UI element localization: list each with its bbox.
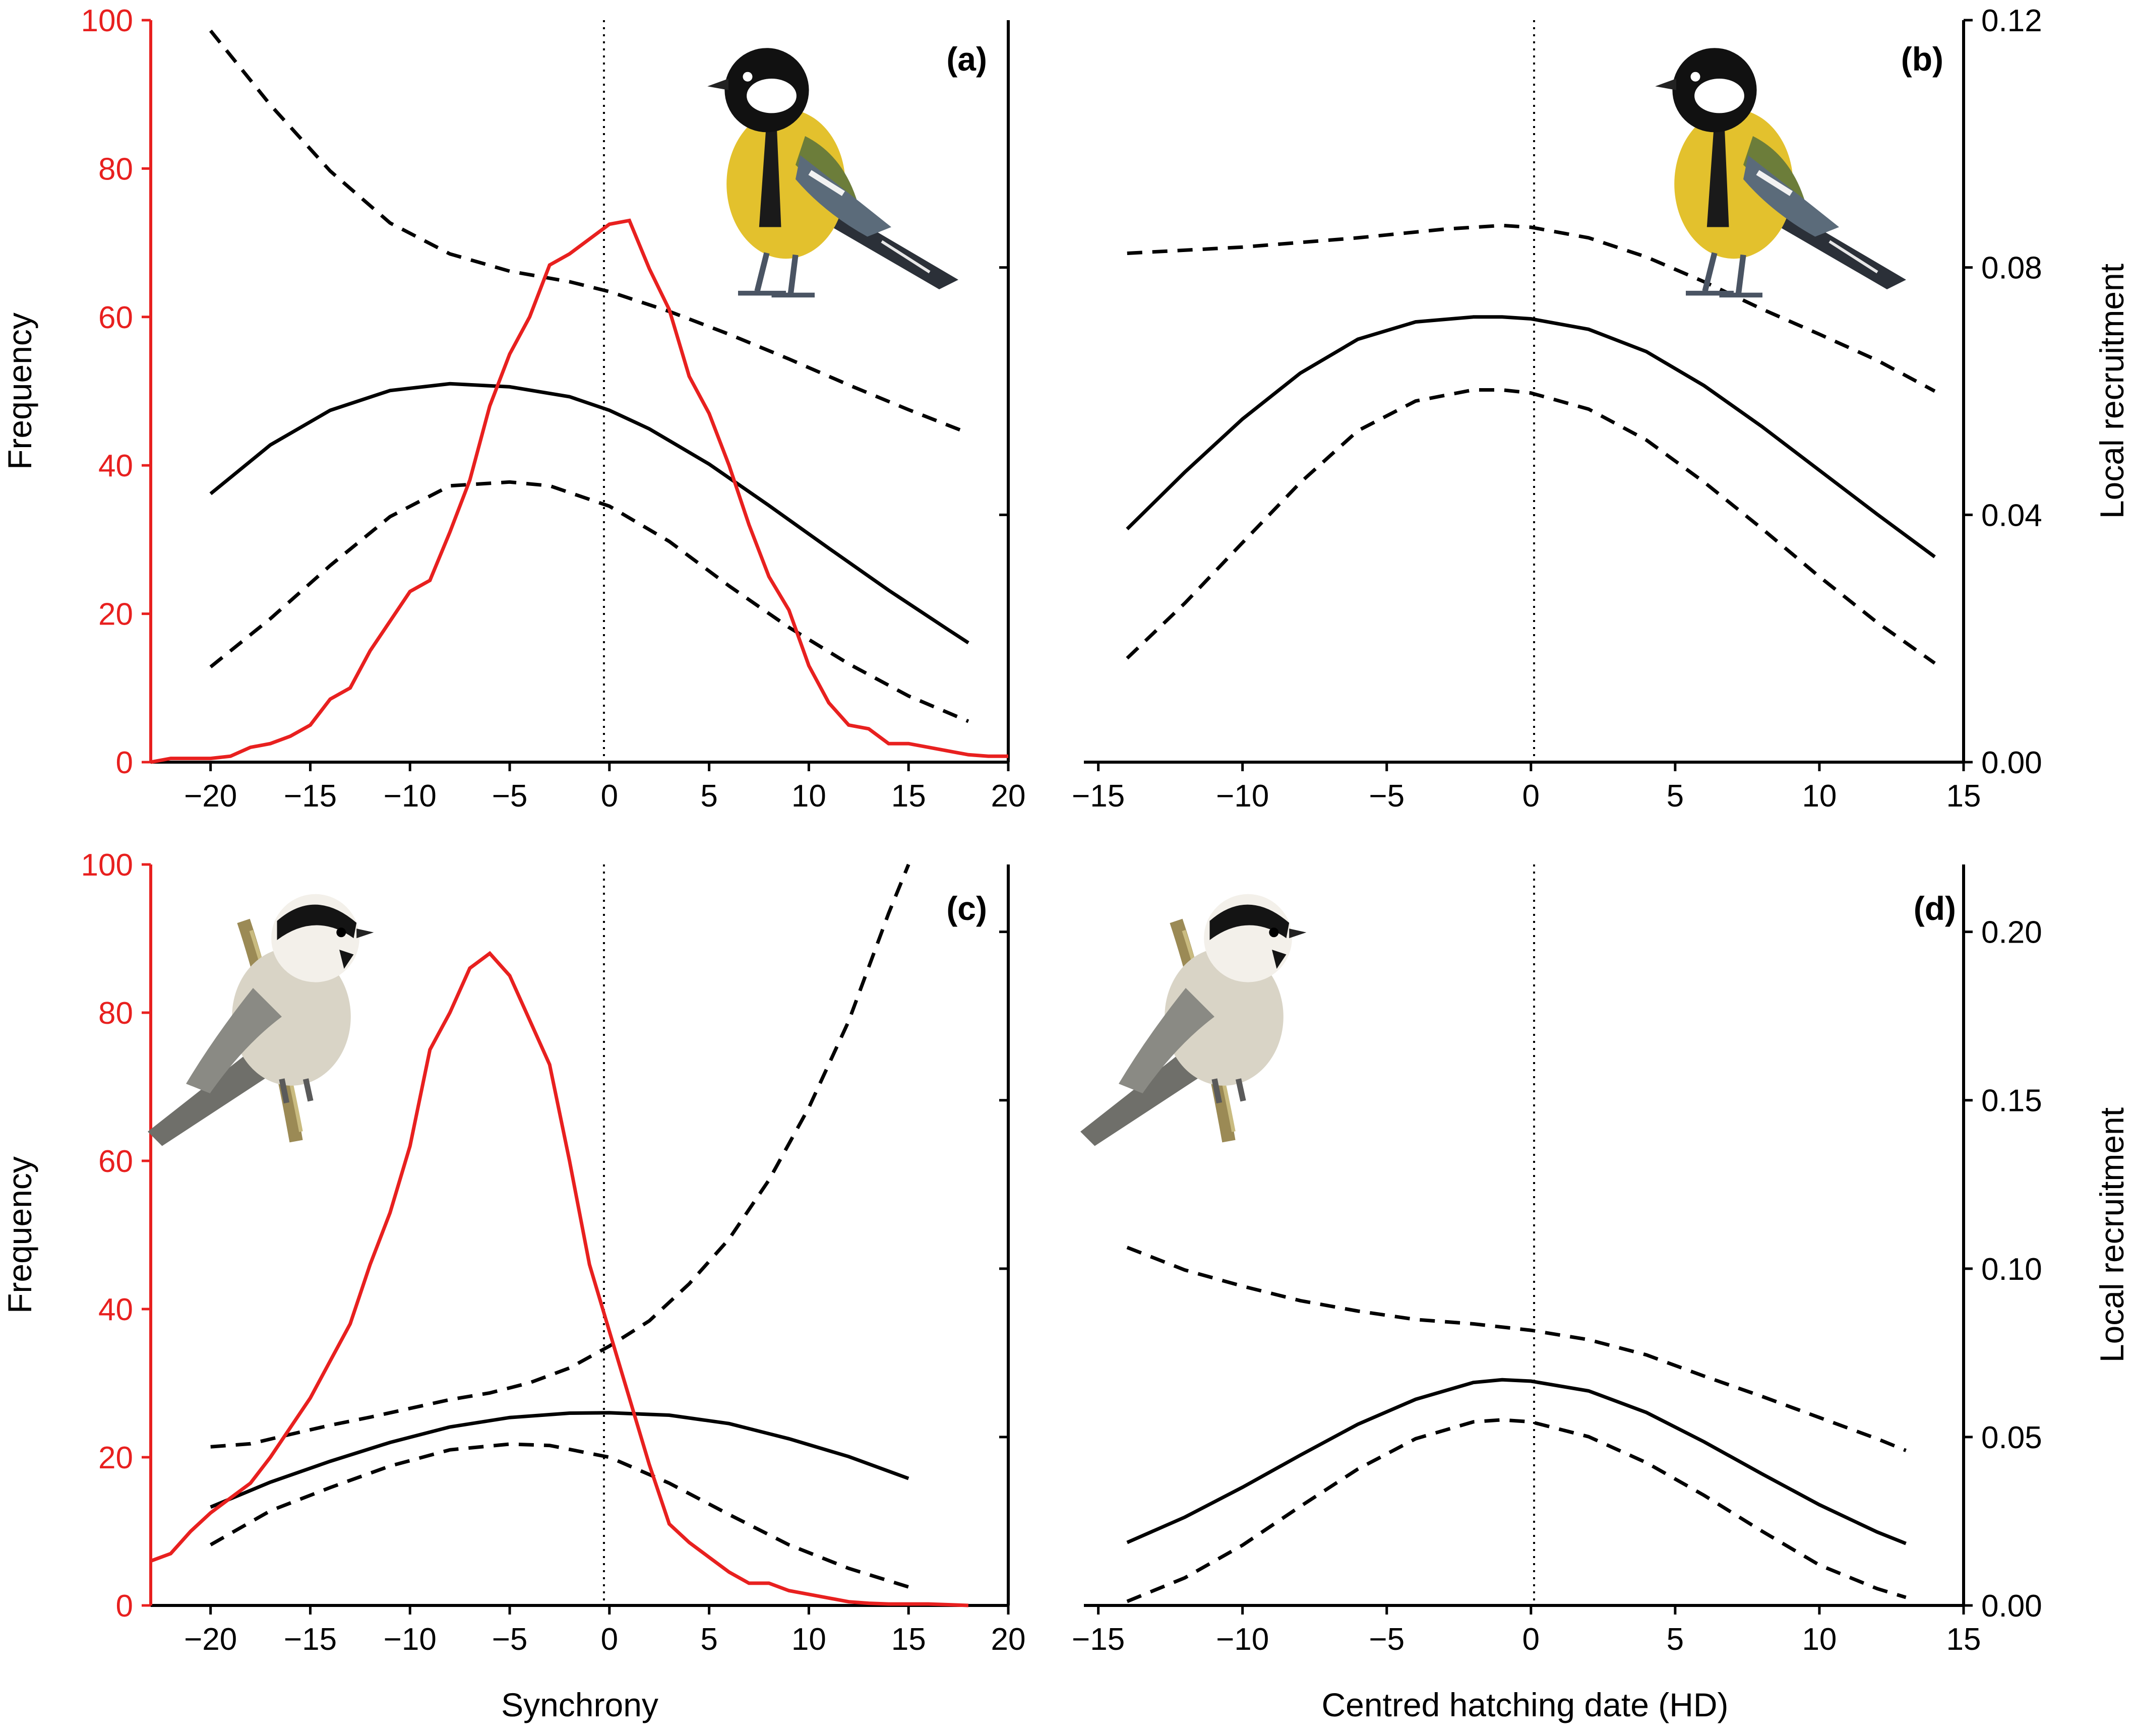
panel-a-xtick-label: 15: [891, 779, 926, 814]
panel-b-recruitment-lower-ci: [1126, 388, 1936, 665]
panel-d-ylabel: Local recruitment: [2093, 1107, 2130, 1362]
panel-d-xtick-label: −15: [1072, 1622, 1125, 1657]
panel-a-ytick-label: 40: [98, 449, 133, 483]
panel-b-xtick-label: −5: [1369, 779, 1405, 814]
panel-d-ytick-label: 0.15: [1981, 1084, 2042, 1119]
panel-c-recruitment-mean: [210, 1411, 909, 1509]
panel-a-xtick-label: 0: [601, 779, 618, 814]
panel-a-recruitment-mean: [209, 382, 969, 645]
panel-c-xtick-label: −20: [184, 1622, 237, 1657]
panel-b-ytick-label: 0.08: [1981, 251, 2042, 286]
panel-d-ticks: −15 −10 −5 0 5 10 150.00 0.05 0.10 0.15 0.20: [1072, 915, 2042, 1657]
panel-c-xtick-label: 5: [700, 1622, 717, 1657]
panel-c-xlabel: Synchrony: [501, 1686, 658, 1723]
panel-c-label: (c): [946, 890, 987, 927]
panel-d-ytick-label: 0.10: [1981, 1252, 2042, 1287]
panel-b-label: (b): [1901, 40, 1943, 78]
panel-b-ticks: −15 −10 −5 0 5 10 150.00 0.04 0.08 0.12: [1072, 4, 2042, 814]
panel-b-xtick-label: −10: [1216, 779, 1269, 814]
panel-b-ytick-label: 0.00: [1981, 746, 2042, 780]
panel-a-xtick-label: −20: [184, 779, 237, 814]
panel-a-xtick-label: −10: [384, 779, 437, 814]
great-tit-illustration: [707, 48, 958, 298]
panel-d-ytick-label: 0.00: [1981, 1589, 2042, 1624]
panel-c-ytick-label: 0: [116, 1589, 133, 1624]
panel-b-ytick-label: 0.12: [1981, 4, 2042, 38]
panel-a-ytick-label: 60: [98, 300, 133, 335]
panel-c: −20 −15 −10 −5 0 5 10 15 20 0 20 40 60 80 100 (c): [81, 848, 1026, 1657]
panel-c-ytick-label: 40: [98, 1292, 133, 1327]
panel-a-ytick-label: 0: [116, 746, 133, 780]
panel-d-xlabel: Centred hatching date (HD): [1321, 1686, 1728, 1723]
panel-a-label: (a): [946, 40, 987, 78]
panel-b-recruitment-upper-ci: [1127, 223, 1936, 393]
panel-c-xtick-label: 10: [791, 1622, 826, 1657]
panel-a-ytick-label: 20: [98, 597, 133, 632]
panel-b-xtick-label: 10: [1802, 779, 1837, 814]
panel-c-xtick-label: −15: [284, 1622, 337, 1657]
panel-d-recruitment-upper-ci: [1126, 1246, 1907, 1452]
panel-c-ytick-label: 100: [81, 848, 133, 883]
panel-c-xtick-label: 20: [991, 1622, 1026, 1657]
panel-b-ytick-label: 0.04: [1981, 498, 2042, 533]
panel-c-frequency-line: [150, 951, 969, 1607]
panel-b-recruitment-mean: [1126, 315, 1936, 559]
marsh-tit-illustration: [148, 894, 374, 1146]
panel-a-recruitment-upper-ci: [209, 29, 969, 435]
panel-d-xtick-label: −10: [1216, 1622, 1269, 1657]
panel-b-xtick-label: 15: [1946, 779, 1981, 814]
panel-d-ytick-label: 0.20: [1981, 915, 2042, 950]
marsh-tit-illustration: [1080, 894, 1307, 1146]
panel-c-ytick-label: 20: [98, 1441, 133, 1475]
panel-d-xtick-label: 0: [1522, 1622, 1540, 1657]
panel-a-frequency-line: [150, 218, 1008, 764]
panel-d-xtick-label: −5: [1369, 1622, 1405, 1657]
panel-c-ytick-label: 80: [98, 996, 133, 1031]
panel-d-xtick-label: 5: [1667, 1622, 1684, 1657]
panel-d-recruitment-mean: [1126, 1378, 1907, 1545]
panel-b-xtick-label: 5: [1667, 779, 1684, 814]
panel-d-ytick-label: 0.05: [1981, 1420, 2042, 1455]
panel-a-ytick-label: 80: [98, 152, 133, 187]
panel-b-xtick-label: −15: [1072, 779, 1125, 814]
panel-a-xtick-label: 10: [791, 779, 826, 814]
panel-c-recruitment-lower-ci: [209, 1442, 909, 1589]
panel-c-xtick-label: −5: [492, 1622, 528, 1657]
panel-b-xtick-label: 0: [1522, 779, 1540, 814]
panel-a-xtick-label: 20: [991, 779, 1026, 814]
panel-b: −15 −10 −5 0 5 10 150.00 0.04 0.08 0.12 (b): [1072, 4, 2042, 814]
panel-c-ticks: −20 −15 −10 −5 0 5 10 15 20 0 20 40 60 80 100: [81, 848, 1026, 1657]
panel-c-ylabel: Frequency: [1, 1156, 38, 1314]
panel-c-xtick-label: 0: [601, 1622, 618, 1657]
panel-a-ytick-label: 100: [81, 4, 133, 38]
panel-d-label: (d): [1914, 890, 1956, 927]
panel-d-recruitment-lower-ci: [1126, 1418, 1907, 1603]
panel-a-recruitment-lower-ci: [209, 480, 969, 723]
panel-d-xtick-label: 10: [1802, 1622, 1837, 1657]
panel-c-xtick-label: 15: [891, 1622, 926, 1657]
panel-b-ylabel: Local recruitment: [2093, 264, 2130, 519]
panel-a-xtick-label: −5: [492, 779, 528, 814]
panel-a: −20 −15 −10 −5 0 5 10 15 20 0 20 40 60 80 100 (a): [81, 4, 1026, 814]
panel-d: −15 −10 −5 0 5 10 150.00 0.05 0.10 0.15 0.20 (d): [1072, 864, 2042, 1657]
panel-a-xtick-label: −15: [284, 779, 337, 814]
panel-a-ticks: −20 −15 −10 −5 0 5 10 15 20 0 20 40 60 80 100: [81, 4, 1026, 814]
panel-a-ylabel: Frequency: [1, 313, 38, 470]
panel-d-xtick-label: 15: [1946, 1622, 1981, 1657]
panel-a-xtick-label: 5: [700, 779, 717, 814]
great-tit-illustration: [1655, 48, 1906, 298]
panel-c-ytick-label: 60: [98, 1144, 133, 1179]
panel-c-xtick-label: −10: [384, 1622, 437, 1657]
